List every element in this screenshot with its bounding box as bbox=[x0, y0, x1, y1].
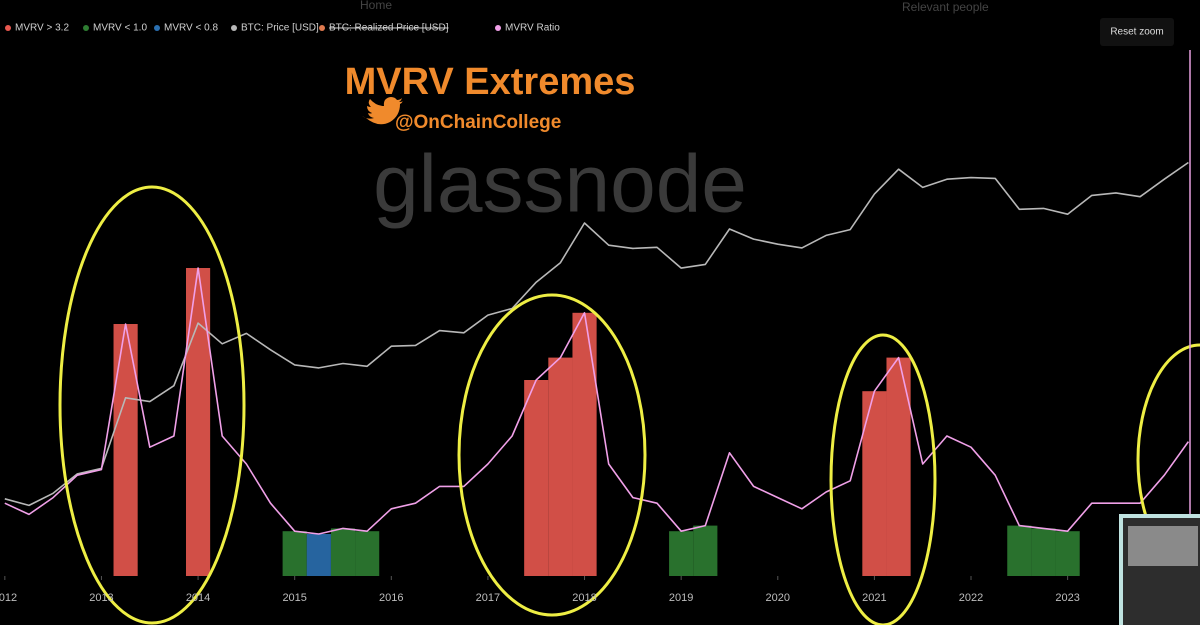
bar bbox=[524, 380, 549, 576]
legend-label[interactable]: BTC: Realized Price [USD] bbox=[329, 23, 449, 34]
bar bbox=[1007, 525, 1032, 576]
bar bbox=[282, 531, 307, 576]
background-text: Home bbox=[360, 0, 392, 12]
x-tick-label: 2014 bbox=[186, 592, 210, 604]
bar bbox=[306, 534, 331, 576]
chart-title: MVRV Extremes bbox=[345, 61, 636, 103]
bar bbox=[1055, 531, 1080, 576]
line-series bbox=[4, 161, 1189, 507]
legend-marker bbox=[5, 25, 11, 31]
bar bbox=[693, 525, 718, 576]
x-tick-label: 2012 bbox=[0, 592, 17, 604]
bar bbox=[330, 528, 356, 576]
bar bbox=[113, 324, 138, 576]
legend: MVRV > 3.2 MVRV < 1.0 MVRV < 0.8 BTC: Price… bbox=[5, 23, 560, 34]
x-tick-label: 2023 bbox=[1055, 592, 1079, 604]
legend-marker bbox=[154, 25, 160, 31]
legend-label[interactable]: MVRV < 1.0 bbox=[93, 23, 147, 34]
legend-label[interactable]: MVRV < 0.8 bbox=[164, 23, 218, 34]
highlight-ellipse bbox=[1136, 343, 1200, 577]
legend-label[interactable]: MVRV Ratio bbox=[505, 23, 560, 34]
legend-label[interactable]: BTC: Price [USD] bbox=[241, 23, 319, 34]
x-tick-label: 2022 bbox=[959, 592, 983, 604]
bar bbox=[548, 357, 573, 576]
highlight-ellipse bbox=[457, 293, 647, 617]
legend-marker bbox=[83, 25, 89, 31]
highlight-ellipse bbox=[58, 185, 246, 625]
annotations bbox=[58, 185, 1200, 625]
legend-marker bbox=[231, 25, 237, 31]
background-texts: Home Relevant people bbox=[360, 0, 989, 14]
bar bbox=[886, 357, 911, 576]
x-tick-label: 2018 bbox=[572, 592, 596, 604]
twitter-icon bbox=[362, 97, 403, 125]
plot-area bbox=[4, 161, 1190, 576]
x-tick-label: 2020 bbox=[766, 592, 790, 604]
bar bbox=[185, 268, 211, 576]
legend-label[interactable]: MVRV > 3.2 bbox=[15, 23, 69, 34]
reset-zoom-button[interactable] bbox=[1100, 18, 1174, 46]
background-text: Relevant people bbox=[902, 0, 989, 14]
legend-marker bbox=[495, 25, 501, 31]
x-tick-label: 2021 bbox=[862, 592, 886, 604]
x-axis: 2012 2013 2014 2015 2016 2017 2018 2019 2020 2021… bbox=[0, 576, 1080, 604]
bar bbox=[572, 312, 597, 576]
x-tick-label: 2015 bbox=[282, 592, 306, 604]
x-tick-label: 2013 bbox=[89, 592, 113, 604]
line-series bbox=[4, 267, 1190, 535]
webcam-image bbox=[1128, 526, 1198, 566]
bar bbox=[669, 531, 694, 576]
chart-subtitle: @OnChainCollege bbox=[395, 112, 561, 133]
reset-zoom-label[interactable]: Reset zoom bbox=[1110, 27, 1163, 38]
legend-marker bbox=[319, 25, 325, 31]
x-tick-label: 2019 bbox=[669, 592, 693, 604]
bar bbox=[862, 391, 887, 576]
x-tick-label: 2017 bbox=[476, 592, 500, 604]
x-tick-label: 2016 bbox=[379, 592, 403, 604]
highlight-ellipse bbox=[829, 333, 937, 625]
bar bbox=[1031, 528, 1056, 576]
watermark: glassnode bbox=[373, 139, 747, 230]
bar bbox=[355, 531, 380, 576]
